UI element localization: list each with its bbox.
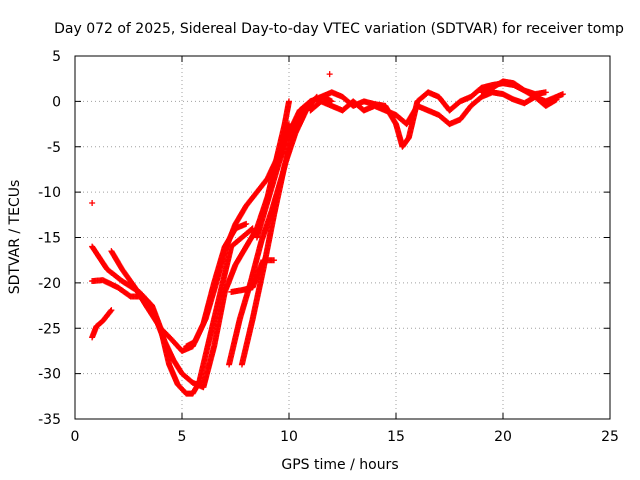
y-tick-label: 0 — [52, 94, 61, 110]
data-point — [553, 96, 560, 103]
y-tick-label: -10 — [38, 185, 61, 201]
data-point — [89, 200, 96, 207]
data-point — [271, 257, 278, 264]
series-arc-1 — [89, 307, 115, 341]
y-tick-label: -5 — [47, 140, 61, 156]
x-axis-label: GPS time / hours — [281, 457, 398, 473]
y-tick-label: -15 — [38, 231, 61, 247]
data-point — [249, 225, 256, 232]
data-point — [248, 226, 255, 233]
x-tick-label: 0 — [71, 429, 80, 445]
data-point — [107, 308, 114, 315]
x-tick-label: 25 — [601, 429, 619, 445]
data-point — [326, 71, 333, 78]
series-arc-8 — [228, 257, 278, 295]
y-tick-label: -30 — [38, 367, 61, 383]
x-tick-label: 10 — [280, 429, 298, 445]
series-arc-11 — [478, 78, 549, 98]
x-tick-label: 5 — [178, 429, 187, 445]
y-tick-label: -35 — [38, 412, 61, 428]
series-arc-3 — [89, 225, 256, 397]
series-arc-10 — [307, 89, 560, 128]
y-tick-label: -20 — [38, 276, 61, 292]
x-tick-label: 20 — [494, 429, 512, 445]
data-point — [542, 89, 549, 96]
x-tick-label: 15 — [387, 429, 405, 445]
series-isolated — [89, 71, 333, 207]
axis-ticks: 0 5 10 15 20 25 5 0 -5 -10 -15 -20 -25 -30 -35 — [38, 49, 619, 445]
y-tick-label: 5 — [52, 49, 61, 65]
data-point — [243, 220, 250, 227]
series-arc-5 — [183, 121, 292, 350]
y-tick-label: -25 — [38, 321, 61, 337]
data-point — [286, 98, 292, 105]
data-point — [108, 307, 115, 314]
data-points — [89, 71, 566, 397]
y-axis-label: SDTVAR / TECUs — [7, 180, 23, 295]
chart-title: Day 072 of 2025, Sidereal Day-to-day VTE… — [54, 21, 624, 37]
data-point — [559, 91, 566, 98]
